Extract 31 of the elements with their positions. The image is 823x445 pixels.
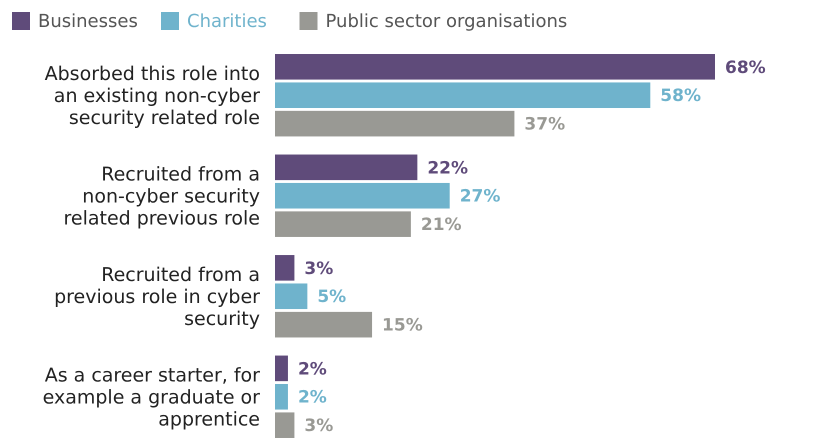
data-label: 5% bbox=[317, 287, 346, 308]
data-label: 15% bbox=[382, 316, 423, 336]
bar bbox=[275, 312, 372, 338]
data-label: 68% bbox=[725, 58, 766, 78]
bar bbox=[275, 154, 418, 180]
y-tick-label: As a career starter, for example a graduate or apprentice bbox=[42, 364, 260, 430]
bar bbox=[275, 54, 715, 80]
data-label: 21% bbox=[420, 215, 462, 236]
bar bbox=[275, 82, 650, 108]
y-tick-label: Absorbed this role into an existing non-cyber security related role bbox=[44, 62, 260, 129]
bar bbox=[275, 182, 450, 209]
data-label: 2% bbox=[298, 388, 327, 408]
data-label: 2% bbox=[298, 359, 327, 380]
legend-label: Public sector organisations bbox=[326, 11, 568, 32]
y-tick-label: Recruited from a non-cyber security related previous role bbox=[63, 163, 260, 230]
bar bbox=[275, 356, 288, 382]
bar bbox=[275, 110, 514, 136]
legend-label: Businesses bbox=[38, 11, 138, 32]
bar bbox=[275, 255, 294, 281]
data-label: 3% bbox=[304, 416, 334, 436]
data-label: 58% bbox=[660, 86, 701, 106]
legend-label: Charities bbox=[187, 11, 267, 32]
bar bbox=[275, 211, 411, 237]
data-label: 37% bbox=[524, 114, 566, 135]
data-label: 22% bbox=[427, 158, 468, 178]
bar bbox=[275, 283, 308, 310]
data-label: 27% bbox=[460, 186, 500, 207]
data-label: 3% bbox=[304, 258, 334, 279]
bar bbox=[275, 412, 294, 438]
bar bbox=[275, 384, 288, 410]
y-tick-label: Recruited from a previous role in cyber security bbox=[54, 264, 260, 330]
